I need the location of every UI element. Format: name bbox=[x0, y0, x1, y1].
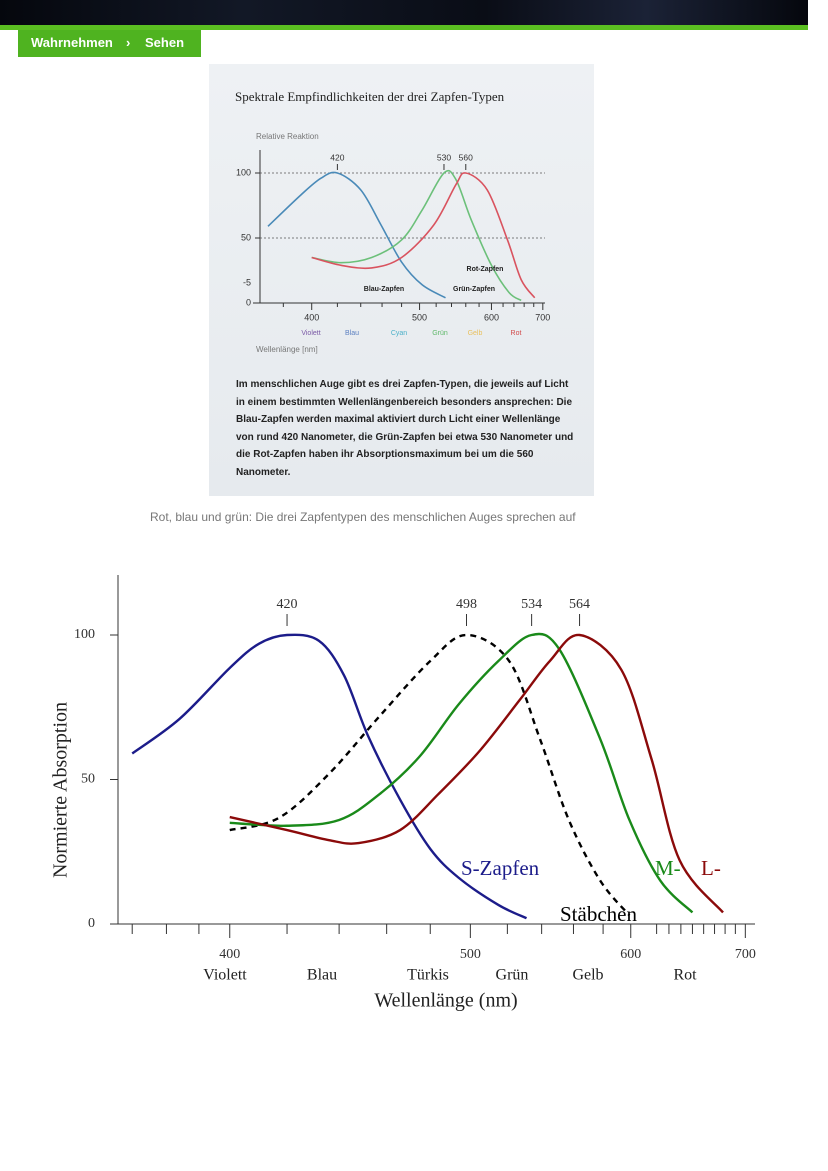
y-axis-label: Normierte Absorption bbox=[50, 702, 72, 878]
image-frame: Spektrale Empfindlichkeiten der drei Zap… bbox=[209, 64, 594, 496]
series-line bbox=[131, 633, 528, 920]
series-label: Grün-Zapfen bbox=[453, 286, 495, 293]
header-line bbox=[0, 25, 808, 30]
y-tick-label: 100 bbox=[236, 167, 251, 177]
band-label: Gelb bbox=[572, 967, 603, 984]
peak-label: 560 bbox=[459, 152, 473, 162]
chart-title: Spektrale Empfindlichkeiten der drei Zap… bbox=[235, 89, 505, 104]
x-tick-label: 600 bbox=[620, 947, 641, 962]
x-tick-label: 500 bbox=[412, 312, 427, 322]
band-label: Grün bbox=[496, 967, 529, 984]
peak-label: 498 bbox=[456, 597, 477, 612]
y-tick-label: 50 bbox=[81, 772, 95, 787]
breadcrumb-separator: › bbox=[126, 35, 131, 50]
series-line bbox=[311, 169, 522, 302]
breadcrumb-current[interactable]: Sehen bbox=[145, 35, 185, 50]
y-axis-label: Relative Reaktion bbox=[256, 132, 319, 141]
band-label: Rot bbox=[673, 967, 697, 984]
x-tick-label: 700 bbox=[535, 312, 550, 322]
band-label: Blau bbox=[307, 967, 337, 984]
y-tick-label: 50 bbox=[241, 232, 251, 242]
breadcrumb: Wahrnehmen › Sehen bbox=[18, 30, 201, 57]
band-label: Rot bbox=[511, 330, 522, 337]
peak-label: 420 bbox=[330, 152, 344, 162]
band-label: Violett bbox=[301, 330, 320, 337]
peak-label: 530 bbox=[437, 152, 451, 162]
series-line bbox=[229, 633, 724, 914]
series-label: Rot-Zapfen bbox=[467, 266, 504, 273]
band-label: Cyan bbox=[391, 330, 407, 337]
x-tick-label: 400 bbox=[219, 947, 240, 962]
series-label: Stäbchen bbox=[560, 902, 637, 926]
band-label: Gelb bbox=[468, 330, 483, 337]
image-description: Im menschlichen Auge gibt es drei Zapfen… bbox=[236, 379, 574, 478]
y-tick-label: 0 bbox=[246, 297, 251, 307]
band-label: Türkis bbox=[407, 967, 449, 984]
band-label: Blau bbox=[345, 330, 359, 337]
series-label: M- bbox=[655, 856, 681, 880]
band-label: Grün bbox=[432, 330, 448, 337]
chart: Spektrale Empfindlichkeiten der drei Zap… bbox=[235, 89, 550, 354]
y-tick-label: 100 bbox=[74, 627, 95, 642]
peak-label: 420 bbox=[277, 597, 298, 612]
series-label: L- bbox=[701, 856, 721, 880]
peak-label: 534 bbox=[521, 597, 542, 612]
x-tick-label: 500 bbox=[460, 947, 481, 962]
annotation: -5 bbox=[243, 277, 251, 287]
x-tick-label: 700 bbox=[735, 947, 756, 962]
series-line bbox=[229, 633, 631, 917]
breadcrumb-link[interactable]: Wahrnehmen bbox=[31, 35, 113, 50]
y-tick-label: 0 bbox=[88, 916, 95, 931]
series-label: S-Zapfen bbox=[461, 856, 540, 880]
band-label: Violett bbox=[203, 967, 247, 984]
peak-label: 564 bbox=[569, 597, 590, 612]
x-axis-label: Wellenlänge [nm] bbox=[256, 345, 318, 354]
x-tick-label: 600 bbox=[484, 312, 499, 322]
series-line bbox=[229, 632, 694, 914]
x-axis-label: Wellenlänge (nm) bbox=[374, 990, 517, 1012]
series-label: Blau-Zapfen bbox=[364, 286, 404, 293]
chart: Normierte Absorption Wellenlänge (nm) 0 50 1… bbox=[50, 575, 756, 1012]
header-banner bbox=[0, 0, 808, 25]
image-caption: Rot, blau und grün: Die drei Zapfentypen… bbox=[150, 510, 576, 524]
x-tick-label: 400 bbox=[304, 312, 319, 322]
series-line bbox=[311, 172, 536, 299]
series-line bbox=[267, 171, 446, 299]
